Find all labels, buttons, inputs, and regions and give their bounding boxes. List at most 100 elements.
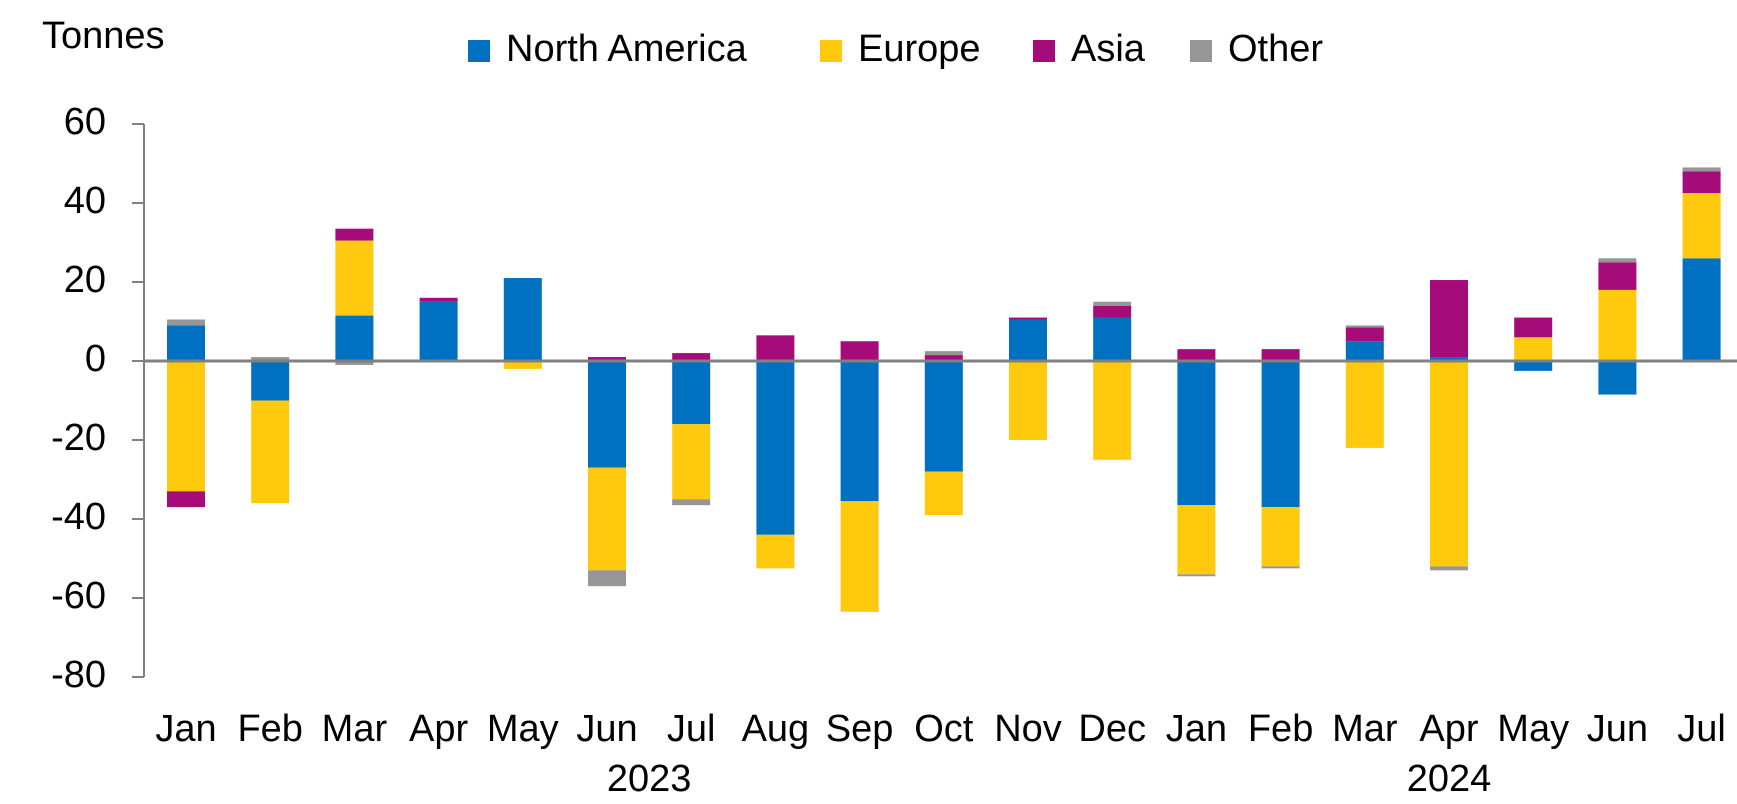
bar-segment (1430, 361, 1468, 567)
y-tick-label: 60 (64, 101, 106, 143)
bar-segment (335, 315, 374, 361)
bar-segment (1598, 262, 1637, 290)
bar-segment (588, 570, 626, 587)
x-tick-label: Dec (1078, 708, 1146, 750)
x-tick-label: May (1497, 708, 1569, 750)
bar-segment (167, 361, 205, 492)
x-tick-label: Jul (667, 708, 716, 750)
bar-segment (1261, 349, 1300, 361)
bar-segment (503, 278, 542, 361)
x-tick-label: Feb (1248, 708, 1313, 750)
bar-segment (167, 325, 205, 361)
bar-segment (1093, 301, 1132, 306)
bar-segment (924, 361, 963, 472)
bar-segment (335, 228, 374, 241)
bar-segment (1345, 341, 1384, 361)
bar-segment (1682, 167, 1721, 172)
year-label: 2023 (607, 758, 692, 800)
x-tick-label: Jul (1677, 708, 1726, 750)
year-label: 2024 (1407, 758, 1492, 800)
x-tick-label: Aug (742, 708, 810, 750)
y-tick-label: -80 (51, 654, 106, 696)
y-tick-label: -60 (51, 575, 106, 617)
y-tick-label: 20 (64, 259, 106, 301)
bar-segment (1093, 305, 1132, 318)
bar-segment (1261, 507, 1300, 567)
bar-segment (251, 400, 290, 504)
bar-segment (1093, 317, 1132, 361)
bar-segment (1261, 566, 1300, 569)
bar-segment (1598, 289, 1637, 361)
legend-swatch (1190, 40, 1212, 62)
x-tick-label: Nov (994, 708, 1062, 750)
bar-segment (1514, 317, 1553, 338)
bar-segment (588, 357, 626, 361)
x-tick-label: May (487, 708, 559, 750)
bar-segment (1598, 258, 1637, 263)
bar-segment (1430, 357, 1468, 361)
bar-segment (1177, 574, 1216, 577)
legend-swatch (1033, 40, 1055, 62)
bar-segment (840, 361, 879, 502)
bar-segment (672, 499, 711, 506)
bar-segment (419, 297, 458, 302)
bar-segment (419, 301, 458, 361)
y-tick-label: -40 (51, 496, 106, 538)
legend-label: Europe (858, 28, 981, 70)
legend-swatch (820, 40, 842, 62)
y-tick-label: 40 (64, 180, 106, 222)
bar-segment (924, 471, 963, 516)
x-tick-label: Jan (155, 708, 216, 750)
bar-segment (1682, 193, 1721, 259)
bar-segment (756, 361, 795, 535)
bar-segment (1009, 317, 1047, 320)
bar-segment (588, 467, 626, 571)
bar-segment (1598, 361, 1637, 395)
bar-segment (1682, 171, 1721, 194)
bar-segment (756, 335, 795, 361)
x-tick-label: Jan (1166, 708, 1227, 750)
y-tick-label: -20 (51, 417, 106, 459)
bar-segment (672, 361, 711, 425)
bar-segment (1345, 327, 1384, 342)
bar-segment (1345, 325, 1384, 328)
bar-segment (1514, 361, 1553, 371)
bar-segment (840, 341, 879, 361)
bar-segment (251, 361, 290, 401)
x-tick-label: Apr (1419, 708, 1478, 750)
bar-segment (1177, 349, 1216, 361)
bar-segment (672, 353, 711, 361)
bar-segment (1430, 566, 1468, 571)
bar-segment (335, 361, 374, 365)
bar-segment (924, 351, 963, 356)
bar-segment (924, 355, 963, 361)
bar-segment (840, 501, 879, 612)
bar-segment (1261, 361, 1300, 508)
bar-segment (167, 319, 205, 326)
bar-segment (1345, 361, 1384, 448)
y-axis-label: Tonnes (42, 15, 165, 57)
bar-segment (1177, 505, 1216, 575)
bar-segment (1009, 361, 1047, 440)
bar-segment (1093, 361, 1132, 460)
x-tick-label: Feb (237, 708, 302, 750)
bar-segment (1682, 258, 1721, 361)
bar-segment (167, 491, 205, 508)
y-tick-label: 0 (85, 338, 106, 380)
x-tick-label: Mar (322, 708, 388, 750)
x-tick-label: Oct (914, 708, 974, 750)
bar-segment (1514, 337, 1553, 361)
legend-label: Other (1228, 28, 1323, 70)
legend-label: North America (506, 28, 748, 70)
x-tick-label: Apr (409, 708, 468, 750)
bar-segment (1430, 280, 1468, 358)
x-tick-label: Jun (576, 708, 637, 750)
x-tick-label: Mar (1332, 708, 1398, 750)
bar-segment (1009, 319, 1047, 361)
bar-segment (503, 361, 542, 369)
bar-segment (1177, 361, 1216, 506)
legend-label: Asia (1071, 28, 1146, 70)
bar-segment (251, 357, 290, 361)
bar-segment (335, 240, 374, 316)
